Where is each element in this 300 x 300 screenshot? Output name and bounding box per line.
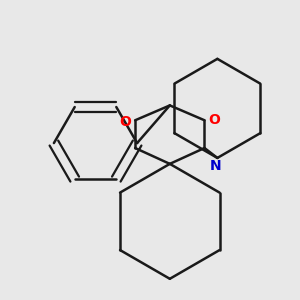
Text: N: N: [210, 159, 221, 173]
Text: O: O: [119, 115, 131, 129]
Text: O: O: [208, 113, 220, 127]
